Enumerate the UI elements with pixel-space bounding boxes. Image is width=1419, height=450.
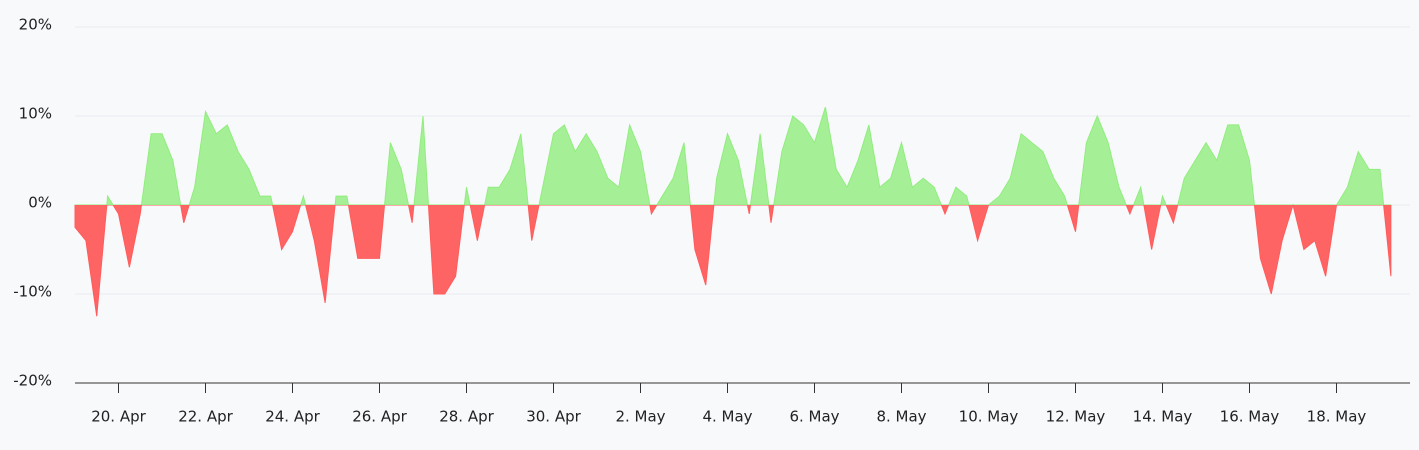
x-tick-label: 18. May [1307, 408, 1367, 426]
y-tick-label: 0% [28, 194, 52, 212]
x-tick-label: 20. Apr [91, 408, 146, 426]
x-tick-label: 6. May [789, 408, 839, 426]
x-tick-label: 30. Apr [526, 408, 581, 426]
x-tick-label: 12. May [1046, 408, 1106, 426]
x-tick-label: 10. May [959, 408, 1019, 426]
y-tick-label: -10% [13, 283, 52, 301]
x-tick-label: 4. May [702, 408, 752, 426]
x-tick-label: 8. May [876, 408, 926, 426]
area-positive [74, 106, 1392, 205]
area-negative [74, 205, 1392, 317]
x-tick-label: 2. May [615, 408, 665, 426]
x-tick-label: 14. May [1133, 408, 1193, 426]
y-tick-label: -20% [13, 372, 52, 390]
y-tick-label: 10% [19, 105, 52, 123]
x-tick-label: 28. Apr [439, 408, 494, 426]
x-tick-label: 26. Apr [352, 408, 407, 426]
x-tick-label: 22. Apr [178, 408, 233, 426]
y-tick-label: 20% [19, 16, 52, 34]
x-tick-label: 24. Apr [265, 408, 320, 426]
x-tick-label: 16. May [1220, 408, 1280, 426]
